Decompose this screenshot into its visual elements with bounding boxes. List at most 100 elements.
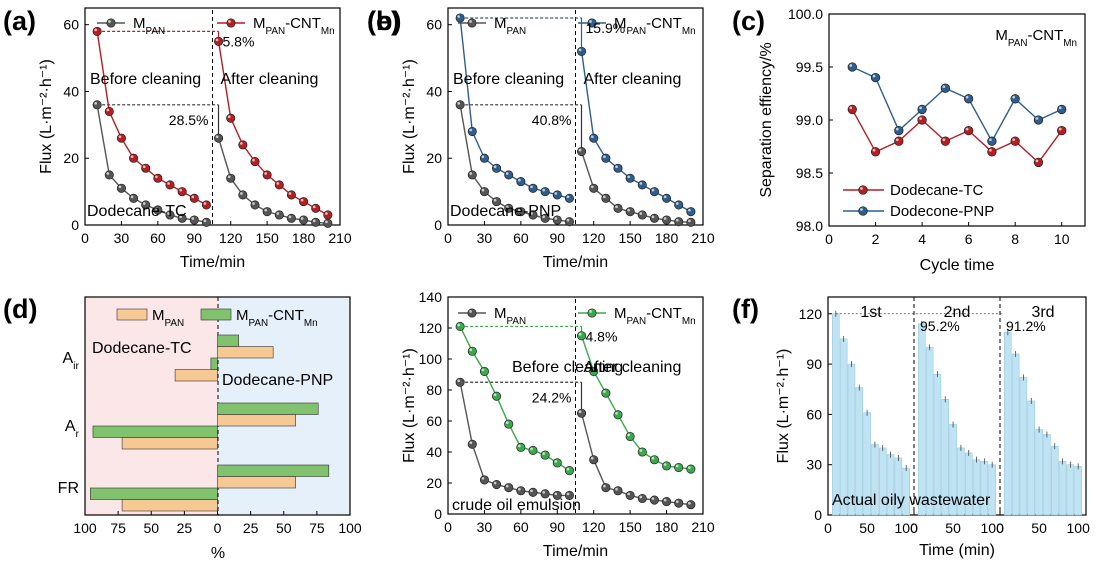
- text-part: M: [133, 15, 146, 32]
- data-point: [577, 331, 587, 341]
- bar: [1011, 353, 1020, 516]
- data-point: [894, 136, 904, 146]
- text-part: M: [494, 15, 507, 32]
- data-point: [201, 200, 211, 210]
- y-tick-label: 140: [419, 289, 443, 305]
- legend-marker: [858, 206, 868, 216]
- bar: [210, 357, 218, 370]
- legend-marker-gloss: [589, 310, 592, 313]
- x-tick-label: 0: [824, 520, 832, 536]
- legend-marker: [106, 18, 116, 28]
- series-line: [217, 41, 329, 216]
- data-point-gloss: [167, 212, 170, 215]
- legend-marker-gloss: [469, 310, 472, 313]
- data-point-gloss: [481, 477, 485, 480]
- data-point: [917, 104, 927, 115]
- subscript: ir: [73, 360, 79, 372]
- data-point-gloss: [276, 212, 280, 215]
- bar: [1074, 466, 1082, 516]
- x-tick-label: 25: [177, 520, 193, 536]
- x-tick-label: 210: [691, 519, 715, 535]
- x-tick-label: 100: [1067, 520, 1091, 536]
- data-point: [1010, 94, 1020, 104]
- x-axis-label: Time/min: [543, 254, 608, 271]
- y-tick-label: 60: [426, 413, 442, 429]
- y-tick-label: 60: [63, 17, 79, 33]
- data-point-gloss: [578, 332, 582, 336]
- x-tick-label: 2: [872, 231, 880, 247]
- text-part: M: [494, 305, 507, 322]
- data-point: [262, 170, 272, 180]
- legend-marker-gloss: [860, 187, 863, 190]
- bar: [217, 476, 296, 489]
- x-tick-label: 0: [825, 231, 833, 247]
- data-point-gloss: [590, 135, 594, 139]
- data-point: [662, 215, 672, 225]
- data-point: [250, 200, 260, 210]
- text-part: M: [614, 15, 627, 32]
- subscript: Mn: [304, 318, 318, 329]
- bar: [92, 425, 218, 438]
- bar: [90, 487, 218, 500]
- data-point-gloss: [1012, 95, 1016, 99]
- data-point: [674, 217, 684, 227]
- subscript: PAN: [266, 26, 286, 37]
- legend-entry: MPAN: [494, 15, 526, 37]
- data-point: [92, 26, 102, 36]
- legend-marker-gloss: [589, 20, 592, 23]
- data-point: [987, 147, 997, 157]
- bar: [925, 347, 934, 516]
- data-point-gloss: [603, 484, 606, 488]
- legend-entry: MPAN-CNTMn: [614, 15, 696, 37]
- data-point-gloss: [651, 215, 655, 219]
- legend-swatch: [200, 308, 232, 321]
- data-point: [467, 170, 477, 180]
- legend-marker: [587, 308, 597, 318]
- data-point-gloss: [469, 441, 473, 445]
- x-axis-label: %: [211, 545, 225, 562]
- data-point-gloss: [179, 188, 183, 192]
- cycle-label: 2nd: [944, 304, 971, 321]
- x-axis-label: Cycle time: [920, 257, 995, 274]
- y-tick-label: 20: [426, 150, 442, 166]
- data-point: [637, 493, 647, 504]
- x-tick-label: 120: [582, 519, 606, 535]
- left-zone-label: Dodecane-TC: [92, 340, 192, 357]
- x-tick-label: 50: [143, 520, 159, 536]
- x-tick-label: 4: [918, 231, 926, 247]
- text-part: -CNT: [285, 15, 321, 32]
- data-point: [214, 133, 224, 143]
- data-point: [577, 147, 587, 157]
- subscript: r: [75, 428, 79, 440]
- recovery-label: 91.2%: [1006, 318, 1046, 334]
- data-point: [479, 187, 489, 197]
- category-label: Ar: [65, 418, 80, 440]
- data-point: [577, 46, 587, 56]
- data-point: [987, 136, 997, 146]
- data-point: [492, 391, 502, 401]
- data-point-gloss: [942, 85, 946, 89]
- data-point-gloss: [554, 460, 558, 463]
- data-point-gloss: [505, 484, 509, 488]
- data-point-gloss: [542, 188, 546, 192]
- data-point: [238, 190, 248, 200]
- data-point-gloss: [895, 127, 899, 131]
- data-point-gloss: [493, 198, 497, 202]
- legend-entry: MPAN-CNTMn: [614, 305, 696, 327]
- data-point-gloss: [627, 175, 631, 179]
- data-point-gloss: [493, 165, 497, 169]
- legend-entry: MPAN: [133, 15, 165, 37]
- data-point-gloss: [505, 205, 509, 209]
- bar: [121, 499, 218, 512]
- data-point: [492, 479, 502, 490]
- data-point-gloss: [300, 217, 304, 220]
- y-tick-label: 100: [419, 351, 443, 367]
- x-tick-label: 0: [910, 520, 918, 536]
- y-tick-label: 40: [426, 444, 442, 460]
- data-point-gloss: [919, 106, 922, 110]
- x-tick-label: 150: [255, 230, 279, 246]
- x-axis-label: Time/min: [180, 254, 245, 271]
- data-point: [516, 442, 526, 452]
- data-point: [250, 157, 260, 167]
- data-point: [637, 210, 647, 220]
